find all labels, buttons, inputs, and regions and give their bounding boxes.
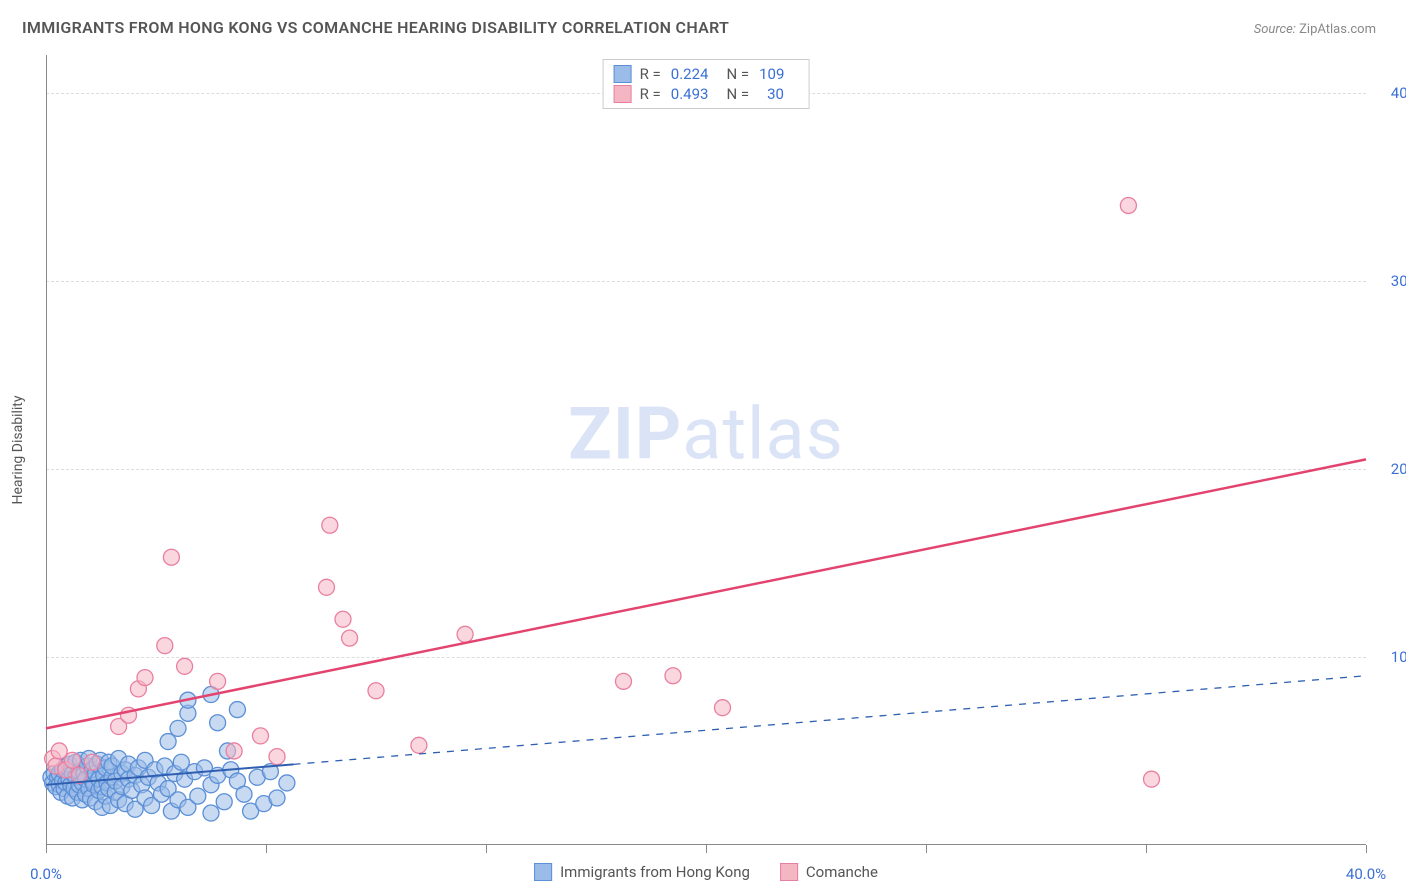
data-point-hk — [229, 702, 245, 718]
chart-title: IMMIGRANTS FROM HONG KONG VS COMANCHE HE… — [22, 18, 729, 37]
data-point-comanche — [157, 638, 173, 654]
source-value: ZipAtlas.com — [1299, 22, 1376, 37]
data-point-comanche — [1120, 197, 1136, 213]
x-tick — [486, 845, 487, 853]
x-tick — [926, 845, 927, 853]
data-point-comanche — [177, 658, 193, 674]
legend-label-comanche: Comanche — [806, 863, 878, 881]
data-point-comanche — [163, 549, 179, 565]
legend-stats-row-comanche: R = 0.493 N = 30 — [614, 84, 795, 104]
legend-stats-row-hk: R = 0.224 N = 109 — [614, 64, 795, 84]
source-credit: Source: ZipAtlas.com — [1254, 22, 1376, 37]
data-point-comanche — [64, 752, 80, 768]
legend-n-label: N = — [726, 65, 749, 83]
data-point-comanche — [335, 611, 351, 627]
plot-region: ZIPatlas R = 0.224 N = 109 R = 0.493 N =… — [46, 55, 1366, 845]
data-point-comanche — [368, 683, 384, 699]
data-point-comanche — [457, 626, 473, 642]
x-tick — [1366, 845, 1367, 853]
plot-svg — [46, 55, 1366, 845]
legend-r-value-hk: 0.224 — [671, 65, 709, 83]
legend-n-value-comanche: 30 — [767, 85, 784, 103]
legend-swatch-comanche — [614, 85, 632, 103]
legend-label-hk: Immigrants from Hong Kong — [560, 863, 750, 881]
data-point-hk — [269, 790, 285, 806]
data-point-comanche — [411, 737, 427, 753]
data-point-hk — [160, 734, 176, 750]
legend-swatch-hk — [614, 65, 632, 83]
legend-stats: R = 0.224 N = 109 R = 0.493 N = 30 — [603, 59, 810, 109]
legend-swatch-hk — [534, 863, 552, 881]
data-point-comanche — [1144, 771, 1160, 787]
data-point-comanche — [322, 517, 338, 533]
data-point-hk — [279, 775, 295, 791]
source-label: Source: — [1254, 22, 1296, 37]
trend-line-comanche — [46, 459, 1366, 728]
legend-item-hk: Immigrants from Hong Kong — [534, 863, 750, 881]
y-tick-label: 30.0% — [1391, 272, 1406, 290]
data-point-hk — [203, 805, 219, 821]
trend-line-hk-dashed — [294, 676, 1367, 765]
data-point-comanche — [319, 579, 335, 595]
legend-r-label: R = — [640, 65, 661, 83]
data-point-hk — [236, 786, 252, 802]
data-point-hk — [210, 715, 226, 731]
data-point-hk — [216, 794, 232, 810]
data-point-comanche — [253, 728, 269, 744]
x-tick — [46, 845, 47, 853]
legend-series: Immigrants from Hong Kong Comanche — [534, 863, 878, 881]
legend-item-comanche: Comanche — [780, 863, 878, 881]
data-point-comanche — [342, 630, 358, 646]
legend-r-value-comanche: 0.493 — [671, 85, 709, 103]
legend-n-label: N = — [726, 85, 749, 103]
data-point-comanche — [84, 754, 100, 770]
data-point-comanche — [715, 700, 731, 716]
legend-r-label: R = — [640, 85, 661, 103]
y-tick-label: 20.0% — [1391, 460, 1406, 478]
x-tick — [1146, 845, 1147, 853]
y-axis-title: Hearing Disability — [10, 396, 26, 505]
x-tick-label: 0.0% — [30, 865, 62, 883]
y-tick-label: 10.0% — [1391, 648, 1406, 666]
y-tick-label: 40.0% — [1391, 84, 1406, 102]
x-tick-label: 40.0% — [1346, 865, 1386, 883]
data-point-comanche — [665, 668, 681, 684]
x-tick — [266, 845, 267, 853]
data-point-hk — [190, 788, 206, 804]
chart-area: ZIPatlas R = 0.224 N = 109 R = 0.493 N =… — [46, 55, 1366, 845]
data-point-comanche — [137, 670, 153, 686]
data-point-comanche — [616, 673, 632, 689]
data-point-comanche — [226, 743, 242, 759]
legend-n-value-hk: 109 — [759, 65, 784, 83]
data-point-comanche — [269, 749, 285, 765]
x-tick — [706, 845, 707, 853]
legend-swatch-comanche — [780, 863, 798, 881]
data-point-comanche — [210, 673, 226, 689]
data-point-hk — [170, 720, 186, 736]
